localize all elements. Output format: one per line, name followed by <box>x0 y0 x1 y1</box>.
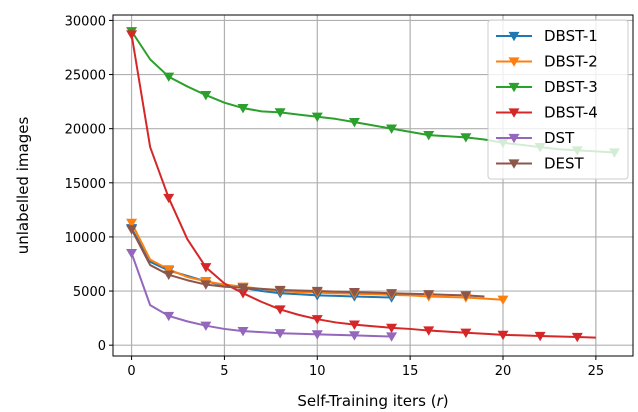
legend-marker <box>508 57 520 67</box>
legend-marker <box>508 31 520 42</box>
data-point-dbst-3 <box>423 131 435 141</box>
x-tick-label: 15 <box>402 364 419 379</box>
y-axis-ticks: 0 5000 10000 15000 20000 25000 30000 <box>65 14 113 354</box>
data-point-dst <box>274 329 286 339</box>
data-point-dbst-4 <box>386 323 398 334</box>
data-point-dst <box>237 326 249 337</box>
data-point-dbst-4 <box>571 332 583 343</box>
data-point-dbst-4 <box>497 330 509 341</box>
y-tick-label: 0 <box>98 339 106 354</box>
data-point-dest <box>274 285 286 296</box>
data-point-dbst-4 <box>237 289 249 299</box>
data-point-dbst-3 <box>460 133 472 143</box>
data-point-dbst-2 <box>163 265 175 275</box>
x-tick-label: 25 <box>588 364 605 379</box>
data-point-dst <box>386 332 398 342</box>
data-point-dbst-4 <box>200 263 212 273</box>
y-tick-label: 5000 <box>73 285 106 300</box>
y-tick-label: 25000 <box>65 69 106 84</box>
data-point-dest <box>386 289 398 299</box>
data-point-dest <box>460 291 472 301</box>
data-point-dest <box>126 225 138 235</box>
data-point-dbst-3 <box>311 112 323 122</box>
data-point-dst <box>163 311 175 322</box>
legend: DBST-1 DBST-2 DBST-3 DBST-4 DST DEST <box>487 19 629 180</box>
data-point-dbst-3 <box>274 108 286 118</box>
series-line-dest <box>130 228 485 298</box>
legend-marker <box>508 108 520 118</box>
x-axis-ticks: 0 5 10 15 20 25 <box>127 356 604 379</box>
legend-label: DBST-3 <box>544 78 598 96</box>
series-line-dst <box>130 252 392 338</box>
y-tick-label: 10000 <box>65 231 106 246</box>
legend-label: DEST <box>544 155 585 173</box>
data-point-dbst-3 <box>348 118 360 128</box>
legend-label: DBST-4 <box>544 104 598 122</box>
legend-marker <box>508 133 520 144</box>
data-point-dst <box>311 330 323 340</box>
data-point-dst <box>200 321 212 331</box>
x-axis-label: Self-Training iters (r) <box>297 392 448 410</box>
series-line-dbst-4 <box>130 34 596 339</box>
x-tick-label: 20 <box>495 364 512 379</box>
data-point-dbst-4 <box>460 328 472 338</box>
x-tick-label: 5 <box>220 364 228 379</box>
data-point-dbst-2 <box>497 295 509 305</box>
data-point-dbst-2 <box>126 218 138 229</box>
data-point-dbst-4 <box>163 193 175 204</box>
data-point-dbst-4 <box>423 326 435 336</box>
data-point-dbst-4 <box>126 30 138 40</box>
data-point-dest <box>200 280 212 290</box>
y-tick-label: 15000 <box>65 177 106 192</box>
series-lines <box>130 30 615 339</box>
legend-marker <box>508 82 520 93</box>
data-point-dbst-4 <box>311 315 323 325</box>
y-tick-label: 30000 <box>65 14 106 29</box>
legend-label: DST <box>544 129 575 147</box>
legend-label: DBST-2 <box>544 53 598 71</box>
y-tick-label: 20000 <box>65 123 106 138</box>
data-point-dbst-4 <box>274 305 286 315</box>
data-point-dbst-3 <box>237 103 249 114</box>
legend-label: DBST-1 <box>544 27 598 45</box>
data-point-dest <box>311 286 323 297</box>
x-tick-label: 0 <box>127 364 135 379</box>
data-point-dest <box>237 283 249 294</box>
data-point-dbst-4 <box>534 331 546 342</box>
legend-marker <box>508 159 520 169</box>
data-point-dest <box>423 290 435 300</box>
plot-frame <box>112 14 634 357</box>
x-tick-label: 10 <box>309 364 326 379</box>
data-point-dbst-4 <box>348 320 360 330</box>
data-point-dbst-3 <box>386 124 398 134</box>
series-line-dbst-1 <box>130 227 392 299</box>
y-axis-label: unlabelled images <box>14 117 32 255</box>
data-point-dst <box>126 249 138 259</box>
legend-box <box>487 19 629 180</box>
data-point-dest <box>163 270 175 281</box>
data-point-dbst-3 <box>163 72 175 82</box>
data-point-dbst-3 <box>200 90 212 101</box>
data-point-dst <box>348 331 360 341</box>
data-point-dest <box>348 288 360 298</box>
